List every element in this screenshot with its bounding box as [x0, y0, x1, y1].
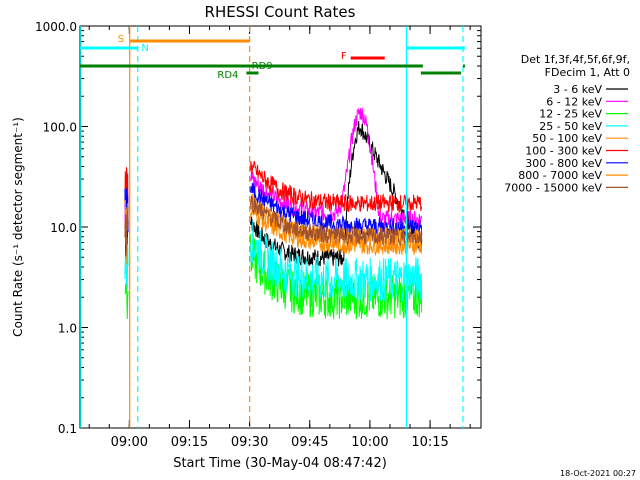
x-tick-label: 09:45: [291, 435, 328, 450]
series-burst-line: [124, 205, 129, 256]
x-tick-label: 09:30: [231, 435, 268, 450]
x-tick-label: 10:00: [351, 435, 388, 450]
series-7000-15000keV: [124, 195, 423, 256]
chart-title: RHESSI Count Rates: [205, 3, 356, 21]
series-main-line: [249, 120, 423, 267]
data-curves: [124, 107, 423, 320]
series-burst-line: [124, 242, 129, 289]
timestamp: 18-Oct-2021 00:27: [560, 469, 636, 478]
flag-label-rd4: RD4: [217, 70, 238, 81]
flag-label-f: F: [341, 51, 347, 62]
legend-label: 3 - 6 keV: [553, 83, 602, 96]
flag-annotations: S N RD9 RD4 F: [80, 26, 465, 428]
flag-label-n: N: [141, 43, 148, 54]
legend-header-line-2: FDecim 1, Att 0: [545, 66, 630, 79]
legend-header-line-1: Det 1f,3f,4f,5f,6f,9f,: [521, 53, 630, 66]
x-axis-label: Start Time (30-May-04 08:47:42): [173, 456, 387, 471]
legend-label: 6 - 12 keV: [546, 95, 602, 108]
series-main-line: [249, 107, 423, 228]
y-tick-label: 0.1: [58, 422, 77, 436]
legend: Det 1f,3f,4f,5f,6f,9f, FDecim 1, Att 0 3…: [504, 53, 630, 194]
y-tick-label: 10.0: [50, 221, 77, 235]
legend-label: 800 - 7000 keV: [518, 169, 602, 182]
series-burst-line: [124, 167, 129, 228]
series-main-line: [249, 193, 423, 248]
series-main-line: [249, 206, 423, 257]
legend-label: 100 - 300 keV: [525, 145, 602, 158]
flag-label-rd9: RD9: [252, 61, 273, 72]
y-tick-label: 1.0: [58, 322, 77, 336]
legend-label: 7000 - 15000 keV: [504, 181, 602, 194]
legend-label: 50 - 100 keV: [532, 132, 602, 145]
legend-label: 25 - 50 keV: [539, 120, 602, 133]
flag-label-s: S: [118, 34, 124, 45]
y-axis-label: Count Rate (s⁻¹ detector segment⁻¹): [11, 117, 25, 337]
series-100-300keV: [124, 160, 423, 228]
y-axis-ticks: 0.1 1.0 10.0 100.0 1000.0: [35, 20, 481, 436]
x-tick-label: 10:15: [411, 435, 448, 450]
y-tick-label: 100.0: [43, 121, 77, 135]
y-tick-label: 1000.0: [35, 20, 77, 34]
x-tick-label: 09:15: [171, 435, 208, 450]
legend-label: 300 - 800 keV: [525, 157, 602, 170]
series-main-line: [249, 195, 423, 247]
x-tick-label: 09:00: [111, 435, 148, 450]
series-25-50keV: [124, 220, 423, 302]
series-main-line: [249, 160, 423, 214]
legend-label: 12 - 25 keV: [539, 108, 602, 121]
series-main-line: [249, 220, 423, 302]
